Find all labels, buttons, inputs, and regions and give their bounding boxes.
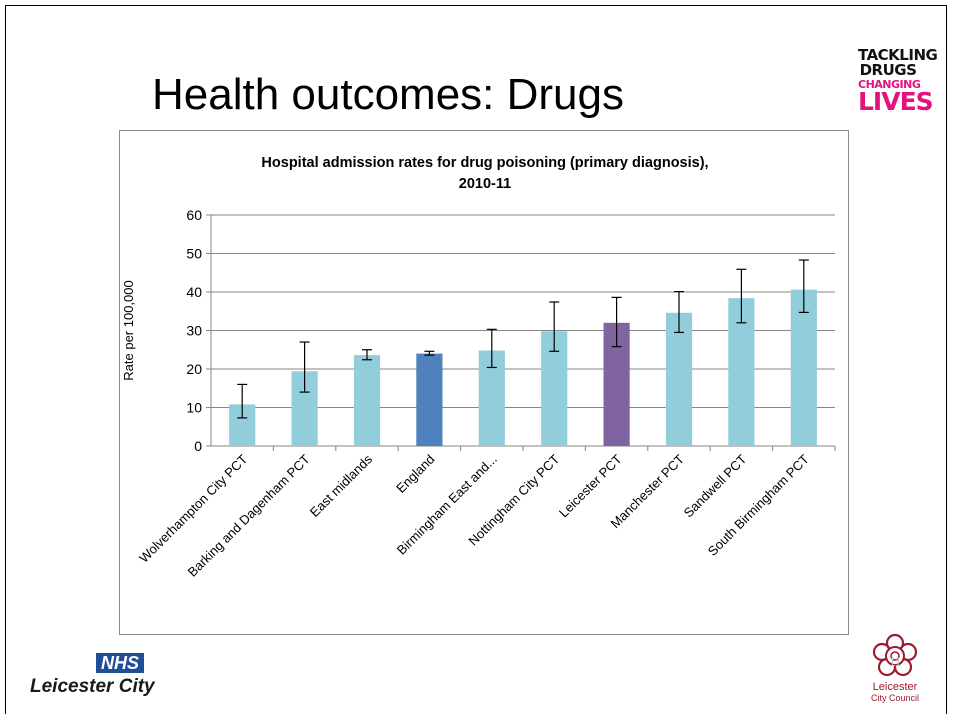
tudor-rose-icon [872, 633, 918, 677]
y-tick-label: 60 [186, 207, 202, 223]
x-tick-label: Sandwell PCT [681, 451, 750, 520]
bar [353, 355, 381, 446]
tackling-drugs-logo: TACKLING DRUGS CHANGING LIVES [858, 46, 938, 116]
y-tick-label: 0 [194, 438, 202, 454]
chart-title-line-1: Hospital admission rates for drug poison… [261, 155, 708, 171]
council-name: Leicester City Council [860, 681, 930, 703]
logo-line-lives: LIVES [858, 87, 934, 116]
logo-line-tackling: TACKLING [858, 46, 938, 64]
slide-number: 11 [889, 655, 902, 669]
nhs-logo: NHS Leicester City [30, 652, 170, 702]
bar [416, 353, 443, 446]
council-logo: Leicester City Council [860, 632, 930, 712]
logo-line-drugs: DRUGS [859, 61, 917, 79]
x-tick-label: Barking and Dagenham PCT [185, 451, 313, 579]
x-tick-label: East midlands [307, 451, 376, 520]
slide-title: Health outcomes: Drugs [152, 70, 624, 119]
y-axis-label: Rate per 100,000 [121, 280, 136, 380]
bars [229, 289, 817, 446]
council-name-line-2: City Council [870, 692, 919, 703]
x-tick-label: Leicester PCT [556, 451, 625, 520]
nhs-organisation-name: Leicester City [30, 676, 155, 697]
y-tick-label: 30 [186, 323, 202, 339]
y-tick-labels: 0 10 20 30 40 50 60 [186, 207, 202, 454]
y-tick-label: 20 [186, 361, 202, 377]
y-tick-label: 10 [186, 400, 202, 416]
slide-frame [5, 5, 947, 714]
bar-chart: Hospital admission rates for drug poison… [121, 155, 836, 580]
council-name-line-1: Leicester [872, 681, 918, 693]
logo-line-changing: CHANGING [858, 78, 921, 91]
chart-title-line-2: 2010-11 [459, 176, 511, 192]
chart-area: Hospital admission rates for drug poison… [119, 130, 849, 635]
error-bars [237, 259, 809, 419]
y-tick-label: 40 [186, 284, 202, 300]
bar [665, 312, 693, 446]
x-tick-label: Wolverhampton City PCT [136, 451, 250, 565]
y-tick-label: 50 [186, 246, 202, 262]
nhs-badge: NHS [96, 653, 145, 673]
bar [790, 289, 817, 446]
x-tick-label: South Birmingham PCT [705, 451, 812, 558]
x-tick-label: England [393, 452, 437, 496]
